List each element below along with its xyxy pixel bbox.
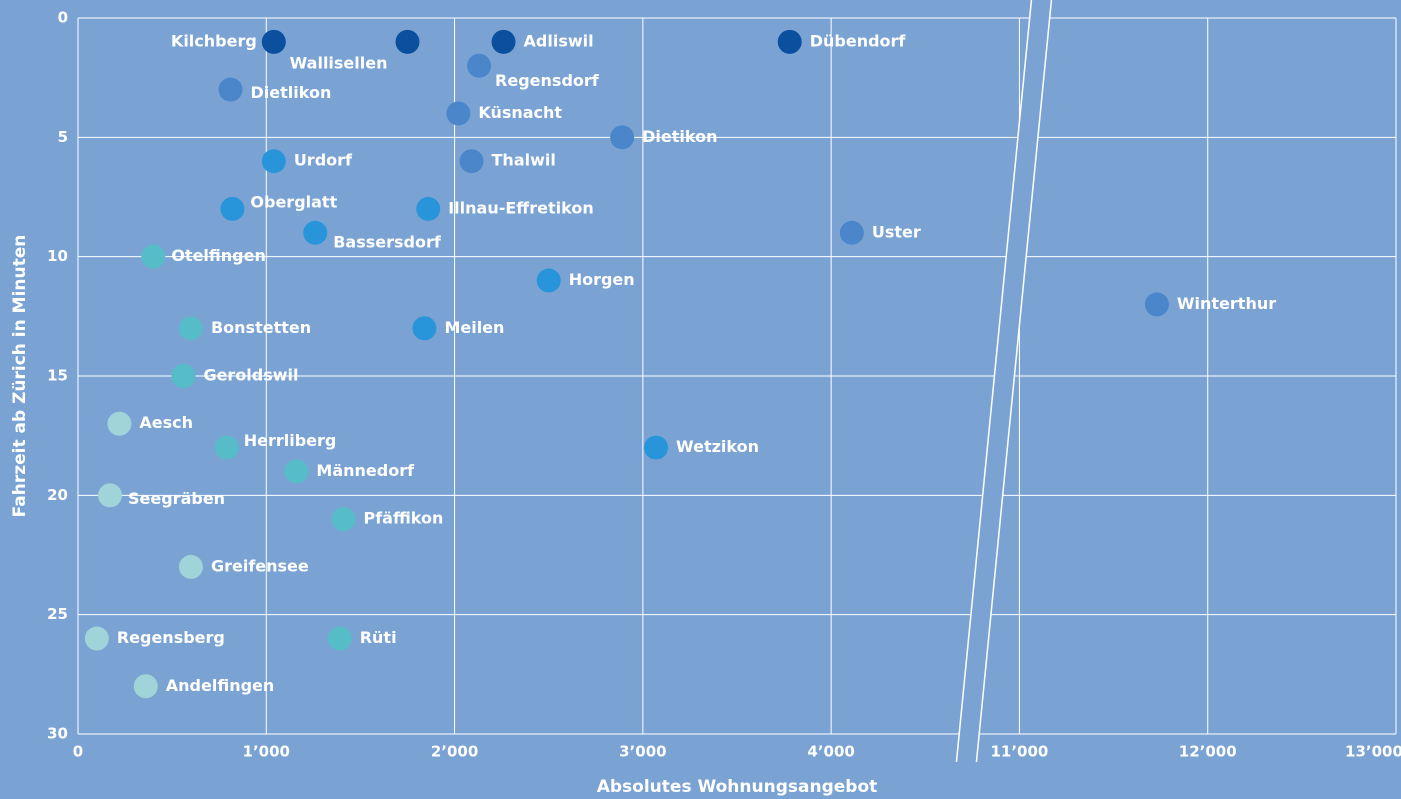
x-axis-title: Absolutes Wohnungsangebot <box>597 777 878 797</box>
x-tick-label: 3’000 <box>619 743 666 761</box>
point-label: Urdorf <box>294 151 353 170</box>
y-tick-label: 15 <box>47 367 68 385</box>
point-label: Oberglatt <box>250 192 337 211</box>
point-label: Aesch <box>139 413 193 432</box>
point-label: Regensberg <box>117 628 225 647</box>
point-label: Wallisellen <box>290 53 388 72</box>
point-label: Rüti <box>360 628 397 647</box>
y-tick-label: 25 <box>47 605 68 623</box>
axis-break-line <box>955 0 1033 763</box>
x-tick-label: 11’000 <box>990 743 1048 761</box>
point <box>178 554 203 579</box>
point <box>261 149 286 174</box>
point-label: Dietlikon <box>251 83 332 102</box>
x-tick-label: 12’000 <box>1179 743 1237 761</box>
axis-break-line <box>975 0 1053 763</box>
point-label: Uster <box>872 222 921 241</box>
point <box>303 220 328 245</box>
point <box>1144 292 1169 317</box>
point <box>220 196 245 221</box>
point-label: Adliswil <box>524 31 594 50</box>
point <box>395 29 420 54</box>
point <box>610 125 635 150</box>
point <box>416 196 441 221</box>
point <box>327 626 352 651</box>
point-label: Horgen <box>569 270 635 289</box>
point-label: Greifensee <box>211 556 309 575</box>
point <box>107 411 132 436</box>
point <box>178 316 203 341</box>
point-label: Wetzikon <box>676 437 759 456</box>
point-label: Kilchberg <box>171 31 257 50</box>
x-tick-label: 13’000 <box>1345 743 1401 761</box>
point <box>218 77 243 102</box>
y-tick-label: 30 <box>47 725 68 743</box>
point-label: Otelfingen <box>171 246 266 265</box>
point-label: Thalwil <box>492 151 556 170</box>
axis-break <box>956 0 1052 762</box>
point-label: Pfäffikon <box>363 509 443 528</box>
point-label: Winterthur <box>1177 294 1276 313</box>
point-label: Küsnacht <box>478 103 562 122</box>
point <box>459 149 484 174</box>
point <box>171 364 196 388</box>
point-label: Herrliberg <box>244 431 337 450</box>
point <box>839 220 864 245</box>
point <box>331 507 356 532</box>
y-tick-label: 5 <box>58 128 68 146</box>
x-tick-label: 2’000 <box>431 743 478 761</box>
point <box>98 483 123 508</box>
point <box>214 435 239 460</box>
y-tick-label: 10 <box>47 247 68 265</box>
point-label: Andelfingen <box>166 676 275 695</box>
x-tick-label: 0 <box>73 743 83 761</box>
point <box>84 626 109 651</box>
point <box>412 316 437 341</box>
y-tick-label: 20 <box>47 486 68 504</box>
point <box>261 29 286 54</box>
point <box>284 459 309 484</box>
point-label: Seegräben <box>128 489 225 508</box>
y-axis-title: Fahrzeit ab Zürich in Minuten <box>10 235 30 518</box>
point <box>491 29 516 54</box>
y-tick-label: 0 <box>58 9 68 27</box>
point <box>777 29 802 54</box>
point <box>141 244 166 269</box>
point-label: Bonstetten <box>211 318 311 337</box>
point <box>133 674 158 699</box>
point <box>467 53 492 78</box>
point <box>446 101 471 126</box>
x-tick-label: 1’000 <box>243 743 290 761</box>
point-label: Illnau-Effretikon <box>448 198 594 217</box>
point-label: Dübendorf <box>810 31 907 50</box>
point-label: Geroldswil <box>203 366 298 385</box>
point <box>536 268 561 293</box>
point-label: Bassersdorf <box>333 232 442 251</box>
point-label: Regensdorf <box>495 71 600 90</box>
point <box>644 435 669 460</box>
point-label: Meilen <box>444 318 504 337</box>
point-label: Dietikon <box>642 127 717 146</box>
x-tick-label: 4’000 <box>807 743 854 761</box>
point-label: Männedorf <box>316 461 415 480</box>
